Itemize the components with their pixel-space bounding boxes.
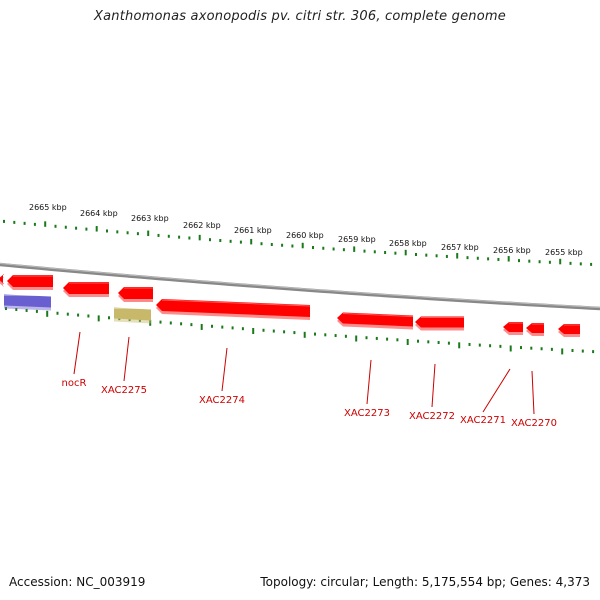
gene-arrow	[415, 316, 464, 331]
scale-label: 2663 kbp	[131, 214, 169, 223]
scale-label: 2661 kbp	[234, 226, 272, 235]
gene-arrow	[114, 307, 151, 324]
scale-label: 2658 kbp	[389, 239, 427, 248]
gene-callout-nocr[interactable]: nocR	[62, 331, 87, 389]
callout-line	[221, 347, 228, 392]
gene-callouts: nocR XAC2275 XAC2274 XAC2273 XAC2272 XAC2271 X…	[62, 331, 557, 429]
gene-callout-xac2273[interactable]: XAC2273	[344, 359, 390, 419]
gene-callout-xac2270[interactable]: XAC2270	[511, 370, 557, 429]
gene-arrow	[63, 282, 109, 297]
gene-callout-xac2275[interactable]: XAC2275	[101, 336, 147, 396]
scale-label: 2662 kbp	[183, 221, 221, 230]
accession-text: Accession: NC_003919	[9, 575, 146, 589]
outer-scale-ticks	[3, 219, 593, 266]
callout-line	[73, 331, 81, 375]
callout-line	[531, 370, 535, 415]
scale-label: 2656 kbp	[493, 246, 531, 255]
scale-label: 2659 kbp	[338, 235, 376, 244]
scale-labels: 2665 kbp 2664 kbp 2663 kbp 2662 kbp 2661 kbp…	[29, 203, 583, 257]
callout-line	[123, 336, 130, 382]
gene-label[interactable]: XAC2272	[409, 411, 455, 422]
scale-label: 2657 kbp	[441, 243, 479, 252]
scale-label: 2660 kbp	[286, 231, 324, 240]
gene-label[interactable]: XAC2270	[511, 418, 557, 429]
gene-label[interactable]: nocR	[62, 378, 87, 389]
gene-callout-xac2274[interactable]: XAC2274	[199, 347, 245, 406]
gene-arrow	[7, 275, 53, 290]
gene-label[interactable]: XAC2275	[101, 385, 147, 396]
gene-callout-xac2271[interactable]: XAC2271	[460, 368, 511, 426]
gene-arrow	[337, 312, 414, 330]
gene-callout-xac2272[interactable]: XAC2272	[409, 363, 455, 422]
callout-line	[366, 359, 372, 405]
gene-arrow	[558, 324, 580, 337]
gene-arrow	[156, 299, 311, 320]
gene-arrow	[503, 322, 523, 335]
gene-features	[0, 274, 580, 337]
gene-arrow	[0, 274, 4, 287]
backbone-highlight	[0, 263, 600, 308]
scale-label: 2665 kbp	[29, 203, 67, 212]
callout-line	[431, 363, 436, 408]
gene-arrow	[4, 294, 51, 311]
gene-label[interactable]: XAC2273	[344, 408, 390, 419]
gene-label[interactable]: XAC2274	[199, 395, 245, 406]
map-title: Xanthomonas axonopodis pv. citri str. 30…	[94, 9, 506, 24]
scale-label: 2664 kbp	[80, 209, 118, 218]
gene-label[interactable]: XAC2271	[460, 415, 506, 426]
gene-arrow	[118, 287, 153, 302]
scale-label: 2655 kbp	[545, 248, 583, 257]
inner-scale-ticks	[5, 307, 595, 355]
gene-arrow	[526, 323, 544, 336]
callout-line	[482, 368, 511, 413]
genome-backbone	[0, 262, 600, 311]
genome-summary-text: Topology: circular; Length: 5,175,554 bp…	[260, 575, 590, 589]
